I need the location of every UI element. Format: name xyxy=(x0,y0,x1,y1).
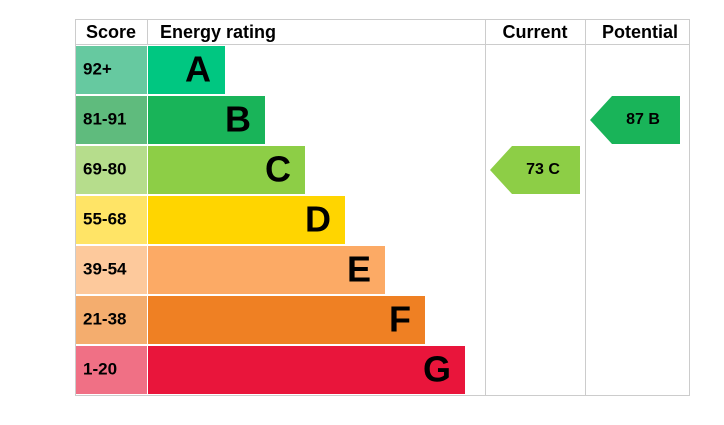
header-rating: Energy rating xyxy=(160,22,276,42)
score-label: 1-20 xyxy=(83,359,117,378)
band-letter: F xyxy=(389,299,411,340)
score-label: 39-54 xyxy=(83,259,127,278)
score-label: 55-68 xyxy=(83,209,126,228)
score-label: 21-38 xyxy=(83,309,126,328)
current-arrow xyxy=(490,146,580,194)
score-cell xyxy=(76,346,147,394)
band-letter: A xyxy=(185,49,211,90)
score-cell xyxy=(76,96,147,144)
score-label: 81-91 xyxy=(83,109,126,128)
score-cell xyxy=(76,46,147,94)
score-cell xyxy=(76,296,147,344)
frame xyxy=(75,19,690,396)
header-potential: Potential xyxy=(602,22,678,42)
band-letter: C xyxy=(265,149,291,190)
band-bar xyxy=(148,96,265,144)
band-letter: G xyxy=(423,349,451,390)
score-label: 69-80 xyxy=(83,159,126,178)
band-bar xyxy=(148,346,465,394)
score-label: 92+ xyxy=(83,59,112,78)
score-cell xyxy=(76,146,147,194)
potential-label: 87 B xyxy=(626,111,660,128)
band-bar xyxy=(148,46,225,94)
header-current: Current xyxy=(502,22,567,42)
band-letter: E xyxy=(347,249,371,290)
band-letter: B xyxy=(225,99,251,140)
band-bar xyxy=(148,146,305,194)
header-score: Score xyxy=(86,22,136,42)
score-cell xyxy=(76,196,147,244)
potential-arrow xyxy=(590,96,680,144)
current-label: 73 C xyxy=(526,161,560,178)
band-bar xyxy=(148,246,385,294)
score-cell xyxy=(76,246,147,294)
band-bar xyxy=(148,296,425,344)
band-letter: D xyxy=(305,199,331,240)
band-bar xyxy=(148,196,345,244)
